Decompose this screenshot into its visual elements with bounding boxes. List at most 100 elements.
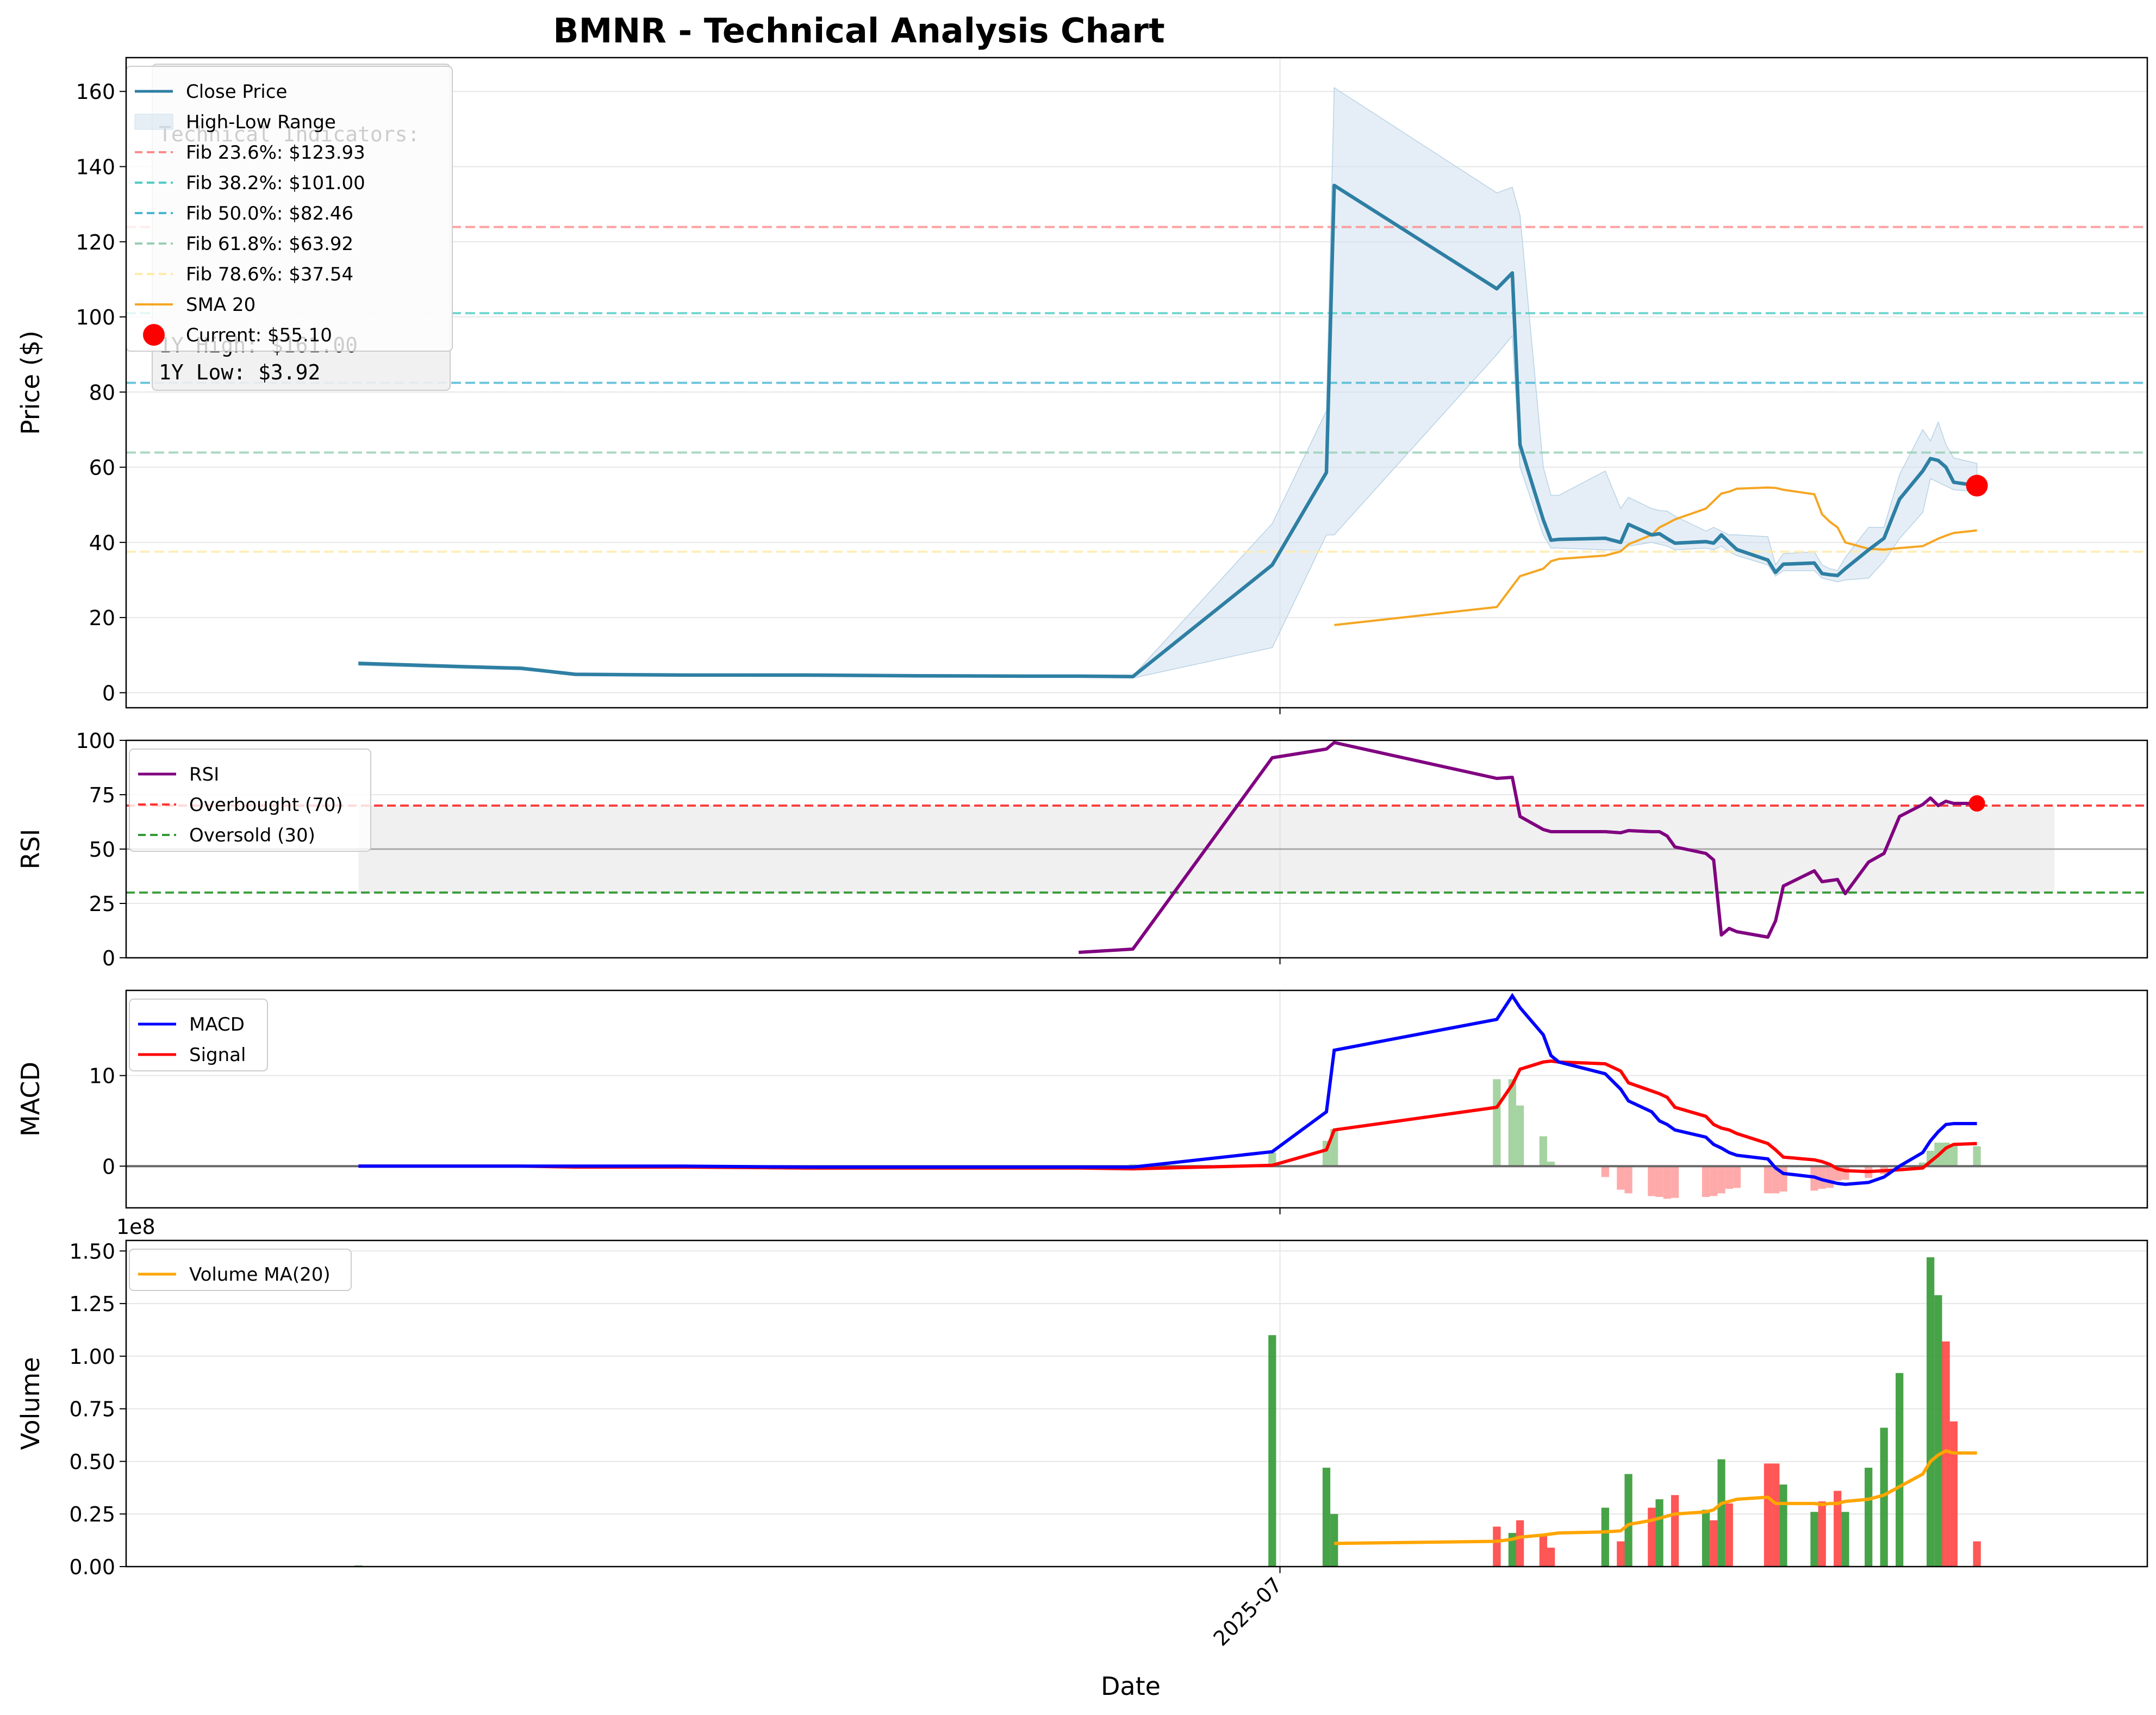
y-tick-label: 0	[102, 946, 115, 970]
macd-histogram-bar	[1825, 1166, 1834, 1188]
macd-histogram-bar	[1268, 1152, 1276, 1167]
legend-label: Signal	[189, 1044, 246, 1066]
legend-label: Overbought (70)	[189, 794, 343, 816]
volume-bar	[1624, 1474, 1632, 1567]
legend-label: Current: $55.10	[186, 325, 332, 346]
legend-label: Volume MA(20)	[189, 1264, 331, 1286]
legend-label: Fib 78.6%: $37.54	[186, 264, 353, 285]
macd-histogram-bar	[1772, 1166, 1780, 1194]
volume-bar	[1779, 1485, 1787, 1567]
y-axis-label: Price ($)	[16, 330, 45, 435]
macd-histogram-bar	[1624, 1166, 1632, 1194]
axes-frame	[125, 739, 2148, 959]
volume-bar	[1330, 1514, 1338, 1567]
volume-bar	[1880, 1427, 1888, 1567]
volume-bar	[1818, 1501, 1826, 1567]
volume-bar	[1949, 1421, 1958, 1567]
macd-histogram-bar	[1918, 1162, 1927, 1167]
legend-label: SMA 20	[186, 294, 256, 316]
close-price-line	[358, 183, 1978, 678]
volume-bar	[1772, 1463, 1780, 1567]
y-tick-label: 0	[102, 1155, 115, 1178]
axes-frame	[125, 989, 2148, 1209]
axes-frame	[125, 1239, 2148, 1568]
volume-bar	[1702, 1510, 1710, 1567]
macd-histogram-bar	[1841, 1166, 1849, 1180]
volume-bar	[1934, 1295, 1942, 1567]
macd-histogram-bar	[1508, 1079, 1517, 1167]
macd-panel: 0 10 MACD MACD Signal	[16, 989, 2148, 1214]
volume-panel: 0.00 0.25 0.50 0.75 1.00 1.25 1.50 2025-07 Volum…	[16, 1215, 2148, 1651]
macd-line	[358, 993, 1977, 1186]
macd-histogram-bar	[1655, 1166, 1663, 1197]
legend-label: Fib 23.6%: $123.93	[186, 142, 365, 164]
y-tick-label: 10	[89, 1064, 115, 1088]
legend-label: Fib 38.2%: $101.00	[186, 172, 365, 194]
macd-histogram-bar	[1663, 1166, 1671, 1199]
volume-bar	[1508, 1533, 1517, 1567]
volume-bar	[1539, 1535, 1547, 1567]
legend-swatch	[134, 114, 173, 130]
legend-box	[129, 749, 371, 852]
volume-bar	[1648, 1507, 1656, 1567]
macd-histogram-bar	[1949, 1145, 1958, 1167]
rsi-current-marker	[1968, 795, 1985, 812]
macd-histogram-bar	[1648, 1166, 1656, 1196]
volume-bar	[1764, 1463, 1772, 1567]
volume-bar	[1655, 1499, 1663, 1567]
info-box-low: 1Y Low: $3.92	[159, 360, 320, 384]
macd-histogram-bar	[1702, 1166, 1710, 1197]
macd-histogram-bar	[1516, 1105, 1524, 1167]
macd-histogram-bar	[1710, 1166, 1718, 1196]
x-tick-label: 2025-07	[1209, 1573, 1287, 1650]
y-tick-label: 100	[76, 305, 115, 329]
y-tick-label: 120	[76, 230, 115, 254]
legend-label: Close Price	[186, 81, 287, 103]
volume-bar	[1841, 1512, 1849, 1567]
axes-frame	[125, 57, 2148, 709]
y-tick-label: 80	[89, 381, 115, 404]
macd-histogram-bar	[1818, 1166, 1826, 1189]
macd-histogram-bar	[1733, 1166, 1741, 1188]
y-tick-label: 20	[89, 606, 115, 630]
macd-histogram-bar	[1617, 1166, 1625, 1190]
y-tick-label: 100	[76, 729, 115, 753]
y-tick-label: 25	[89, 892, 115, 916]
macd-histogram-bar	[1764, 1166, 1772, 1194]
volume-bar	[1268, 1335, 1276, 1567]
legend-label: RSI	[189, 764, 219, 785]
y-tick-label: 0.00	[69, 1555, 115, 1579]
volume-bar	[1516, 1520, 1524, 1567]
legend-label: Fib 61.8%: $63.92	[186, 233, 353, 255]
y-tick-label: 1.25	[69, 1292, 115, 1316]
y-tick-label: 60	[89, 456, 115, 480]
y-tick-label: 0.50	[69, 1450, 115, 1474]
y-axis-label: MACD	[16, 1062, 45, 1137]
macd-histogram-bar	[1973, 1146, 1981, 1167]
volume-bar	[1601, 1507, 1609, 1567]
current-price-marker	[1966, 475, 1988, 497]
y-tick-label: 0.25	[69, 1502, 115, 1526]
legend-label: Fib 50.0%: $82.46	[186, 203, 353, 224]
macd-histogram-bar	[1547, 1162, 1555, 1167]
x-axis-label: Date	[1101, 1672, 1161, 1701]
y-exponent-label: 1e8	[116, 1215, 155, 1239]
y-tick-label: 140	[76, 155, 115, 179]
volume-bar	[1834, 1491, 1842, 1567]
volume-bar	[1725, 1503, 1733, 1567]
volume-bar	[1671, 1495, 1679, 1567]
rsi-line	[1079, 741, 1977, 954]
legend-box	[129, 999, 268, 1071]
legend-label: High-Low Range	[186, 111, 336, 133]
volume-bar	[1973, 1541, 1981, 1567]
legend-label: MACD	[189, 1014, 245, 1036]
y-tick-label: 1.50	[69, 1239, 115, 1263]
macd-histogram-bar	[1539, 1136, 1547, 1167]
volume-bar	[1810, 1512, 1818, 1567]
y-tick-label: 0.75	[69, 1398, 115, 1421]
volume-bar	[1547, 1548, 1555, 1567]
volume-bar	[1710, 1520, 1718, 1567]
y-tick-label: 50	[89, 838, 115, 862]
